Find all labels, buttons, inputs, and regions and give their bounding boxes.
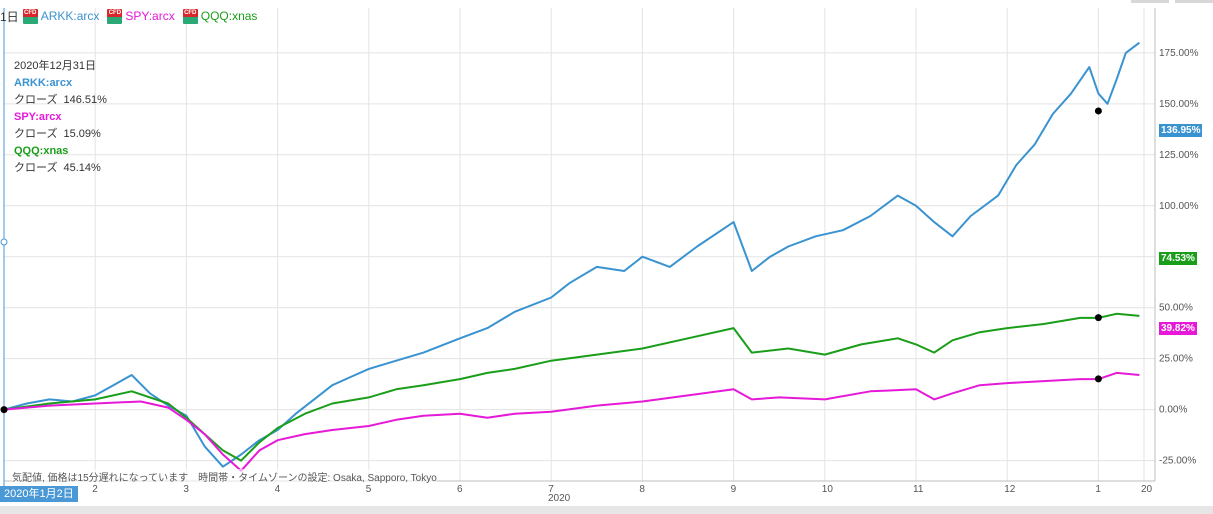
delay-notice: 気配値, 価格は15分遅れになっています 時間帯・タイムゾーンの設定: Osak… <box>12 469 437 484</box>
close-label: クローズ <box>14 162 58 174</box>
last-value-tag-arkk: 136.95% <box>1159 124 1203 138</box>
legend-item-spy[interactable]: CFD SPY:arcx <box>107 8 175 24</box>
info-close-spy: クローズ 15.09% <box>14 126 107 143</box>
y-tick-label: 0.00% <box>1159 405 1187 416</box>
marker-spy <box>1094 375 1102 383</box>
crosshair-handle <box>0 238 8 246</box>
x-tick-label: 6 <box>457 484 463 495</box>
last-value-tag-qqq: 74.53% <box>1159 251 1197 265</box>
info-date: 2020年12月31日 <box>14 60 96 72</box>
cfd-icon: CFD <box>107 8 123 24</box>
y-tick-label: 100.00% <box>1159 201 1199 212</box>
y-tick-label: -25.00% <box>1159 456 1196 467</box>
legend-item-qqq[interactable]: CFD QQQ:xnas <box>182 8 258 24</box>
y-tick-label: 25.00% <box>1159 354 1193 365</box>
crosshair-date-badge: 2020年1月2日 <box>0 486 78 502</box>
info-symbol-spy: SPY:arcx <box>14 111 62 123</box>
x-tick-label: 1 <box>1095 484 1101 495</box>
series-line-spy <box>3 371 1140 472</box>
close-value-arkk: 146.51% <box>63 94 107 106</box>
legend-item-arkk[interactable]: CFD ARKK:arcx <box>22 8 100 24</box>
close-value-spy: 15.09% <box>63 128 101 140</box>
y-tick-label: 125.00% <box>1159 150 1199 161</box>
toolbar-button[interactable] <box>1175 0 1213 3</box>
x-tick-label: 4 <box>275 484 281 495</box>
x-tick-label: 11 <box>913 484 924 495</box>
info-symbol-qqq: QQQ:xnas <box>14 145 69 157</box>
x-tick-label: 20 <box>1141 484 1153 495</box>
last-value-tag-spy: 39.82% <box>1159 322 1197 336</box>
x-tick-label: 12 <box>1004 484 1016 495</box>
x-tick-label: 5 <box>366 484 372 495</box>
toolbar-button[interactable] <box>1131 0 1169 3</box>
x-tick-label: 10 <box>822 484 834 495</box>
top-right-controls <box>1125 0 1213 3</box>
series-line-arkk <box>3 41 1140 468</box>
marker-arkk <box>1094 107 1102 115</box>
legend-label-arkk: ARKK:arcx <box>40 9 100 23</box>
close-value-qqq: 45.14% <box>63 162 101 174</box>
crosshair-info-box: 2020年12月31日 ARKK:arcx クローズ 146.51% SPY:ar… <box>14 58 107 177</box>
info-close-qqq: クローズ 45.14% <box>14 160 107 177</box>
close-label: クローズ <box>14 94 58 106</box>
x-tick-label: 9 <box>731 484 737 495</box>
info-symbol-arkk: ARKK:arcx <box>14 77 73 89</box>
x-tick-label: 3 <box>183 484 189 495</box>
y-tick-label: 50.00% <box>1159 303 1193 314</box>
bottom-scrollbar[interactable] <box>0 506 1213 514</box>
x-tick-label: 2 <box>92 484 98 495</box>
legend-label-spy: SPY:arcx <box>125 9 175 23</box>
marker-start <box>0 406 8 414</box>
x-tick-label: 8 <box>639 484 645 495</box>
close-label: クローズ <box>14 128 58 140</box>
info-close-arkk: クローズ 146.51% <box>14 92 107 109</box>
cfd-icon: CFD <box>22 8 38 24</box>
cfd-icon: CFD <box>182 8 198 24</box>
legend: 1日 CFD ARKK:arcx CFD SPY:arcx CFD QQQ:xn… <box>0 6 265 26</box>
y-tick-label: 175.00% <box>1159 48 1199 59</box>
marker-qqq <box>1094 314 1102 322</box>
x-tick-label: 7 <box>548 484 554 495</box>
period-label[interactable]: 1日 <box>0 9 19 24</box>
year-label: 2020 <box>548 493 571 504</box>
y-tick-label: 150.00% <box>1159 99 1199 110</box>
plot-area <box>4 8 1155 481</box>
legend-label-qqq: QQQ:xnas <box>200 9 258 23</box>
